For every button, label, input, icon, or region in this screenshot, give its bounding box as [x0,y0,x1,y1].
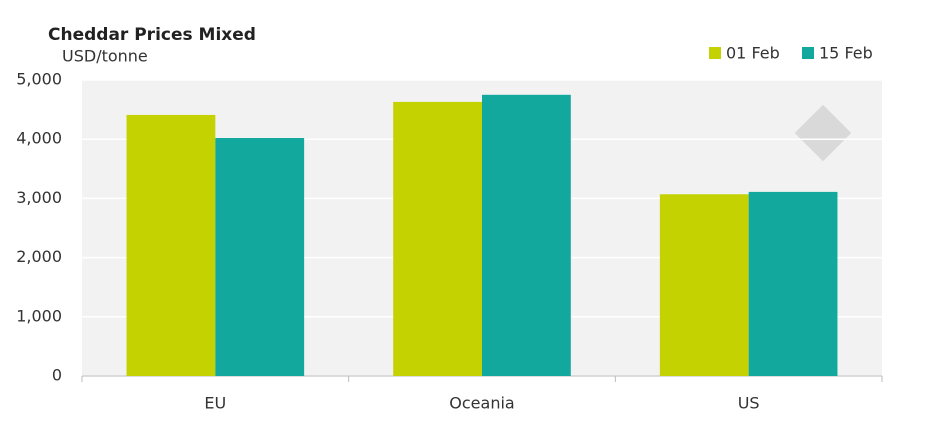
bar [215,138,305,376]
legend-swatch [709,47,721,59]
y-tick-label: 4,000 [16,129,62,148]
bar [482,94,571,377]
bar [126,114,216,376]
y-tick-label: 0 [52,366,62,385]
bar [393,101,482,377]
x-tick-label: Oceania [449,394,514,413]
chart-title: Cheddar Prices Mixed [48,25,256,45]
x-tick-label: US [738,394,760,413]
x-tick-label: EU [204,394,226,413]
bar [748,191,838,376]
legend-label: 15 Feb [819,44,873,63]
legend-label: 01 Feb [726,44,780,63]
y-tick-label: 3,000 [16,188,62,207]
legend-swatch [802,47,814,59]
y-tick-label: 1,000 [16,306,62,325]
y-tick-label: 2,000 [16,247,62,266]
y-tick-label: 5,000 [16,70,62,89]
bar [659,194,749,376]
chart-subtitle: USD/tonne [62,47,148,66]
